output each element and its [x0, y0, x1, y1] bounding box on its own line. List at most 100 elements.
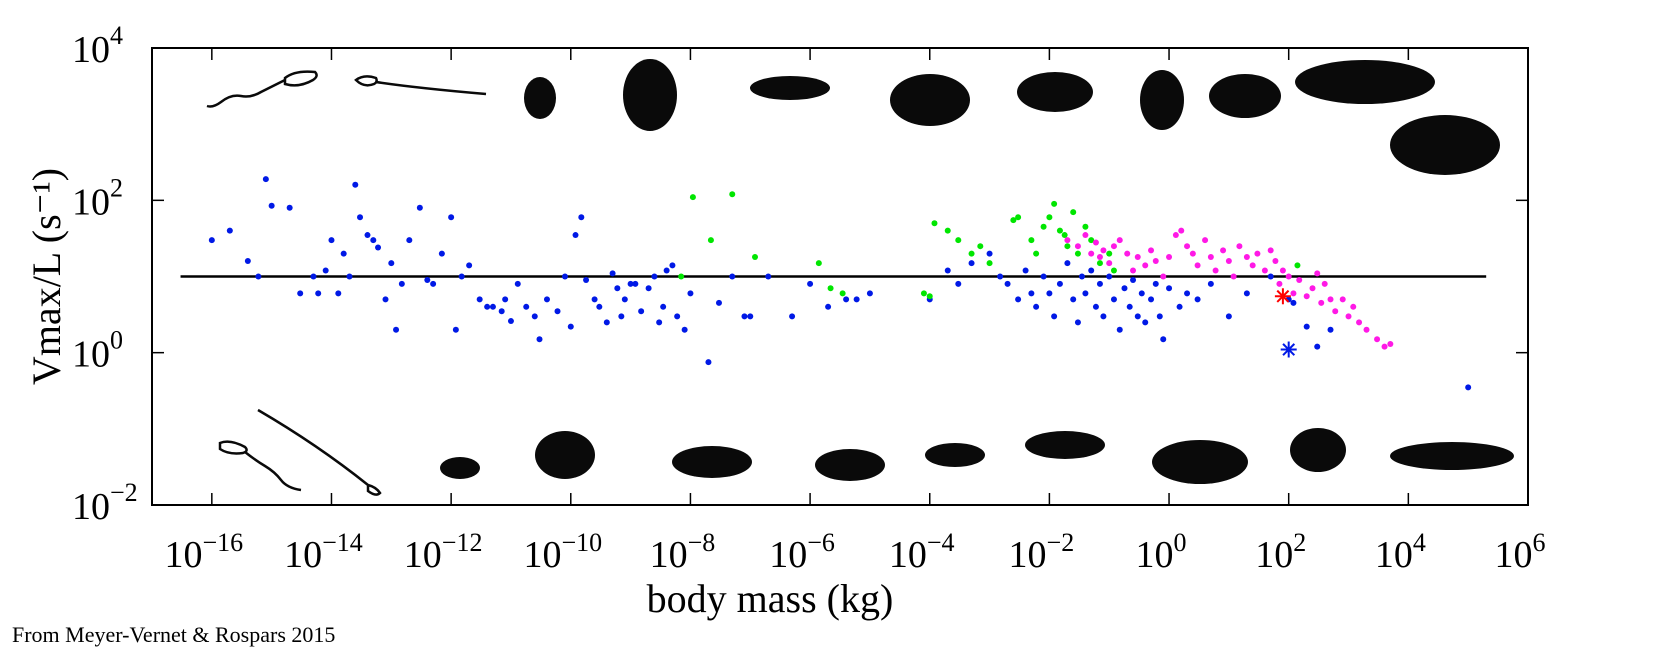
x-tick-label: 10−8 — [650, 528, 716, 576]
data-point — [866, 290, 873, 297]
data-point — [1160, 273, 1167, 280]
data-point — [1082, 223, 1089, 230]
data-point — [514, 280, 521, 287]
data-point — [1267, 273, 1274, 280]
data-point — [944, 267, 951, 274]
data-point — [1142, 262, 1149, 269]
data-point — [1296, 276, 1303, 283]
data-point — [262, 176, 269, 183]
x-tick-label: 10−12 — [404, 528, 483, 576]
data-point — [1121, 285, 1128, 292]
data-point — [1134, 313, 1141, 320]
data-point — [674, 313, 681, 320]
data-point — [346, 273, 353, 280]
data-point — [567, 323, 574, 330]
data-point — [502, 296, 509, 303]
data-point — [1314, 343, 1321, 350]
x-tick-label: 10−16 — [164, 528, 243, 576]
data-point — [591, 296, 598, 303]
data-point — [1028, 290, 1035, 297]
data-point — [1100, 247, 1107, 254]
data-point — [1345, 313, 1352, 320]
data-point — [1092, 303, 1099, 310]
data-point — [1070, 296, 1077, 303]
data-point — [707, 237, 714, 244]
rhino-icon — [1295, 60, 1435, 104]
data-point — [1194, 296, 1201, 303]
data-point — [1082, 290, 1089, 297]
data-point — [268, 202, 275, 209]
x-tick-label: 10−6 — [769, 528, 835, 576]
data-point — [920, 290, 927, 297]
highlight-markers — [1274, 288, 1297, 358]
data-point — [1152, 257, 1159, 264]
data-point — [310, 273, 317, 280]
fish-icon — [925, 443, 985, 467]
data-point — [1015, 296, 1022, 303]
data-point — [1303, 323, 1310, 330]
data-point — [1148, 296, 1155, 303]
data-point — [466, 262, 473, 269]
data-point — [498, 308, 505, 315]
protist-icon — [524, 77, 556, 119]
x-tick-label: 102 — [1255, 528, 1306, 576]
data-point — [452, 326, 459, 333]
data-point — [398, 280, 405, 287]
data-point — [751, 254, 758, 261]
data-point — [968, 260, 975, 267]
data-point — [1321, 280, 1328, 287]
data-point — [484, 303, 491, 310]
data-point — [448, 214, 455, 221]
y-tick-label: 10−2 — [72, 478, 138, 528]
data-point — [1166, 285, 1173, 292]
data-point — [1096, 260, 1103, 267]
ostrich-icon — [1290, 428, 1346, 472]
data-point — [554, 308, 561, 315]
data-point — [1184, 243, 1191, 250]
data-point — [1290, 299, 1297, 306]
data-point — [1082, 232, 1089, 239]
data-point — [1106, 273, 1113, 280]
data-point — [1254, 250, 1261, 257]
data-point — [1249, 262, 1256, 269]
data-point — [765, 273, 772, 280]
data-point — [1152, 280, 1159, 287]
data-point — [543, 296, 550, 303]
data-point — [1130, 267, 1137, 274]
asterisk-marker — [1280, 341, 1297, 358]
data-point — [747, 313, 754, 320]
rabbit-icon — [1140, 70, 1184, 130]
data-point — [382, 296, 389, 303]
data-point — [1056, 227, 1063, 234]
flagellate-icon — [440, 457, 480, 479]
data-point — [297, 290, 304, 297]
data-point — [1074, 250, 1081, 257]
x-tick-label: 10−2 — [1009, 528, 1075, 576]
data-point — [1033, 250, 1040, 257]
data-point — [286, 204, 293, 211]
data-point — [1236, 243, 1243, 250]
data-point — [678, 273, 685, 280]
y-tick-label: 102 — [72, 173, 123, 223]
data-point — [715, 299, 722, 306]
source-credit: From Meyer-Vernet & Rospars 2015 — [12, 622, 336, 647]
whale-icon — [1390, 442, 1514, 470]
plot-frame — [151, 47, 1529, 506]
data-point — [1142, 319, 1149, 326]
data-point — [1015, 214, 1022, 221]
data-point — [1327, 326, 1334, 333]
data-point — [1010, 217, 1017, 224]
data-point — [430, 280, 437, 287]
data-point — [578, 214, 585, 221]
data-point — [388, 260, 395, 267]
data-point — [603, 319, 610, 326]
data-point — [1314, 270, 1321, 277]
data-point — [1100, 313, 1107, 320]
data-point — [489, 303, 496, 310]
data-point — [322, 267, 329, 274]
series-1 — [678, 191, 1301, 300]
data-point — [1096, 280, 1103, 287]
data-point — [1285, 273, 1292, 280]
data-point — [1022, 267, 1029, 274]
data-point — [687, 290, 694, 297]
